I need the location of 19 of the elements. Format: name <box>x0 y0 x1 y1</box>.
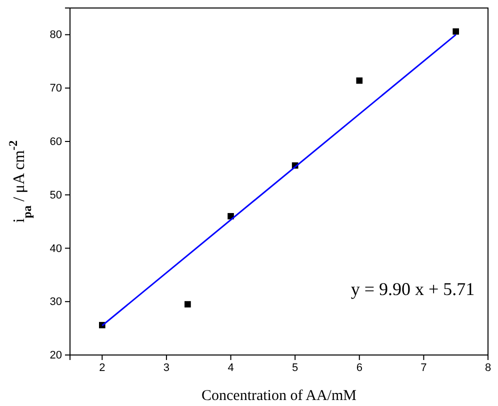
x-tick-label: 3 <box>163 362 170 374</box>
x-tick-label: 6 <box>356 362 362 374</box>
y-tick-label: 60 <box>50 136 62 148</box>
y-tick-label: 20 <box>50 350 62 362</box>
point <box>452 28 460 35</box>
y-tick-label: 80 <box>50 29 62 42</box>
y-tick-label: 30 <box>50 296 62 308</box>
x-tick-label: 2 <box>99 362 106 374</box>
point <box>184 301 191 308</box>
x-tick-label: 7 <box>420 362 427 374</box>
y-tick-label: 70 <box>50 82 62 95</box>
y-tick-label: 40 <box>50 242 62 255</box>
x-axis-title: Concentration of AA/mM <box>202 388 356 404</box>
y-tick-label: 50 <box>50 189 62 202</box>
x-tick-label: 4 <box>228 362 234 374</box>
x-tick-label: 8 <box>484 362 492 374</box>
x-tick-label: 5 <box>292 362 298 374</box>
point <box>356 77 363 84</box>
annotation: y = 9.90 x + 5.71 <box>350 279 475 299</box>
